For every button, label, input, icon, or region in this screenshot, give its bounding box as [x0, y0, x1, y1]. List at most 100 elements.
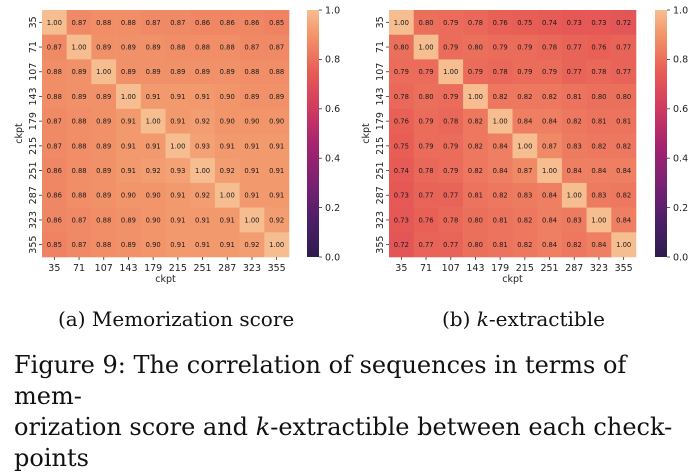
- cell-value-label: 0.79: [418, 118, 433, 126]
- heatmap-cell: [586, 232, 612, 258]
- y-tick-label: 35: [28, 16, 39, 28]
- heatmap-cell: [214, 84, 240, 110]
- cell-value-label: 0.93: [195, 142, 210, 150]
- heatmap-cell: [140, 59, 166, 85]
- heatmap-cell: [165, 10, 191, 35]
- heatmap-cell: [487, 108, 513, 134]
- heatmap-cell: [389, 133, 414, 159]
- cell-value-label: 0.89: [121, 241, 136, 249]
- cell-value-label: 1.00: [591, 216, 606, 224]
- heatmap-cell: [116, 158, 142, 184]
- cell-value-label: 1.00: [567, 192, 582, 200]
- x-tick-label: 323: [243, 263, 261, 274]
- heatmap-cell: [537, 158, 563, 184]
- heatmap-cell: [389, 158, 414, 184]
- cell-value-label: 0.73: [567, 19, 582, 27]
- heatmap-cell: [42, 182, 67, 208]
- heatmap-cell: [214, 10, 240, 35]
- heatmap-cell: [66, 84, 92, 110]
- cell-value-label: 0.92: [195, 192, 210, 200]
- cell-value-label: 1.00: [468, 93, 483, 101]
- heatmap-cell: [91, 10, 117, 35]
- cell-value-label: 0.82: [468, 142, 483, 150]
- figure-caption: Figure 9: The correlation of sequences i…: [14, 350, 694, 474]
- cell-value-label: 0.82: [542, 93, 557, 101]
- subcaption-a-text: Memorization score: [91, 307, 295, 331]
- cell-value-label: 0.83: [567, 142, 582, 150]
- cell-value-label: 0.79: [443, 43, 458, 51]
- cell-value-label: 0.90: [269, 118, 284, 126]
- heatmap-cell: [438, 182, 464, 208]
- heatmap-cell: [140, 108, 166, 134]
- cell-value-label: 0.82: [468, 167, 483, 175]
- cell-value-label: 0.81: [616, 118, 631, 126]
- y-tick-label: 287: [375, 186, 386, 204]
- heatmap-cell: [66, 34, 92, 60]
- cell-value-label: 0.89: [96, 142, 111, 150]
- cell-value-label: 1.00: [493, 118, 508, 126]
- caption-line2-k: k: [255, 413, 271, 441]
- cell-value-label: 0.79: [418, 68, 433, 76]
- cell-value-label: 0.72: [616, 19, 631, 27]
- heatmap-cell: [611, 207, 637, 233]
- cell-value-label: 0.88: [121, 19, 136, 27]
- cell-value-label: 0.90: [220, 118, 235, 126]
- cell-value-label: 0.83: [517, 192, 532, 200]
- heatmap-cell: [264, 10, 290, 35]
- cell-value-label: 0.81: [493, 216, 508, 224]
- cell-value-label: 0.87: [47, 43, 62, 51]
- cell-value-label: 0.84: [542, 241, 557, 249]
- heatmap-cell: [512, 108, 538, 134]
- heatmap-cell: [512, 232, 538, 258]
- heatmap-cell: [239, 59, 265, 85]
- cell-value-label: 0.87: [269, 43, 284, 51]
- cell-value-label: 0.79: [394, 68, 409, 76]
- heatmap-cell: [66, 207, 92, 233]
- cell-value-label: 0.86: [47, 192, 62, 200]
- subcaption-a: (a) Memorization score: [58, 307, 294, 331]
- cell-value-label: 0.74: [394, 167, 409, 175]
- heatmap-cell: [438, 232, 464, 258]
- heatmap-cell: [66, 182, 92, 208]
- heatmap-cell: [537, 108, 563, 134]
- heatmap-cell: [42, 133, 67, 159]
- y-axis-label: ckpt: [361, 123, 372, 144]
- heatmap-cell: [611, 34, 637, 60]
- cell-value-label: 0.87: [71, 241, 86, 249]
- y-tick-label: 215: [28, 137, 39, 155]
- heatmap-cell: [487, 34, 513, 60]
- heatmap-cell: [389, 34, 414, 60]
- heatmap-cell: [463, 158, 489, 184]
- cell-value-label: 1.00: [616, 241, 631, 249]
- heatmap-cell: [140, 84, 166, 110]
- y-tick-label: 143: [28, 87, 39, 105]
- heatmap-cell: [561, 207, 587, 233]
- cell-value-label: 0.80: [468, 241, 483, 249]
- cell-value-label: 1.00: [71, 43, 86, 51]
- cell-value-label: 0.84: [567, 167, 582, 175]
- colorbar-tick-label: 1.0: [325, 5, 340, 16]
- cell-value-label: 0.88: [170, 43, 185, 51]
- cell-value-label: 0.77: [443, 192, 458, 200]
- colorbar-tick-label: 0.0: [325, 252, 340, 263]
- heatmap-cell: [190, 84, 216, 110]
- cell-value-label: 0.90: [244, 118, 259, 126]
- colorbar-tick-label: 0.2: [325, 203, 340, 214]
- cell-value-label: 1.00: [517, 142, 532, 150]
- cell-value-label: 0.82: [616, 192, 631, 200]
- cell-value-label: 0.82: [493, 192, 508, 200]
- heatmap-cell: [66, 10, 92, 35]
- heatmap-cell: [537, 34, 563, 60]
- cell-value-label: 0.91: [269, 192, 284, 200]
- cell-value-label: 0.89: [170, 68, 185, 76]
- cell-value-label: 0.77: [616, 43, 631, 51]
- x-axis-label: ckpt: [155, 274, 176, 285]
- y-tick-label: 355: [28, 236, 39, 254]
- y-tick-label: 215: [375, 137, 386, 155]
- y-tick-label: 323: [375, 211, 386, 229]
- cell-value-label: 0.76: [493, 19, 508, 27]
- figure-canvas: 1.00 0.87 0.88 0.88 0.87 0.87 0.86 0.86 0.86 0.85…: [14, 5, 688, 285]
- heatmap-cell: [389, 182, 414, 208]
- cell-value-label: 0.92: [195, 118, 210, 126]
- x-tick-label: 215: [516, 263, 534, 274]
